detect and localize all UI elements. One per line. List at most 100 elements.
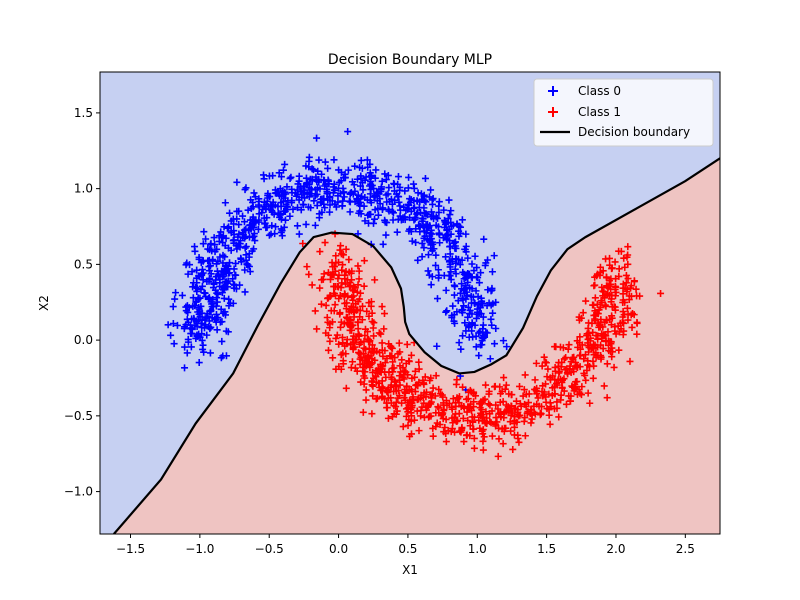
- data-point: [615, 346, 623, 354]
- data-point: [317, 300, 325, 308]
- data-point: [385, 340, 393, 348]
- data-point: [383, 354, 391, 362]
- data-point: [226, 259, 234, 267]
- data-point: [564, 345, 572, 353]
- data-point: [368, 318, 376, 326]
- data-point: [219, 232, 227, 240]
- data-point: [331, 186, 339, 194]
- data-point: [172, 289, 180, 297]
- data-point: [442, 219, 450, 227]
- data-point: [475, 279, 483, 287]
- data-point: [619, 331, 627, 339]
- data-point: [324, 346, 332, 354]
- legend-label-class-1: Class 1: [578, 105, 621, 119]
- data-point: [322, 329, 330, 337]
- data-point: [171, 295, 179, 303]
- data-point: [460, 438, 468, 446]
- data-point: [351, 187, 359, 195]
- data-point: [599, 345, 607, 353]
- data-point: [263, 223, 271, 231]
- data-point: [345, 256, 353, 264]
- data-point: [604, 341, 612, 349]
- data-point: [356, 163, 364, 171]
- data-point: [540, 353, 548, 361]
- data-point: [439, 409, 447, 417]
- data-point: [389, 358, 397, 366]
- data-point: [437, 390, 445, 398]
- data-point: [217, 305, 225, 313]
- data-point: [275, 169, 283, 177]
- data-point: [286, 174, 294, 182]
- y-tick-label: 1.5: [74, 106, 93, 120]
- data-point: [303, 263, 311, 271]
- data-point: [336, 309, 344, 317]
- data-point: [521, 371, 529, 379]
- data-point: [371, 174, 379, 182]
- data-point: [244, 206, 252, 214]
- data-point: [335, 340, 343, 348]
- data-point: [331, 267, 339, 275]
- data-point: [242, 256, 250, 264]
- data-point: [580, 369, 588, 377]
- data-point: [375, 329, 383, 337]
- data-point: [432, 409, 440, 417]
- data-point: [576, 352, 584, 360]
- data-point: [401, 216, 409, 224]
- data-point: [458, 216, 466, 224]
- data-point: [375, 190, 383, 198]
- data-point: [199, 240, 207, 248]
- data-point: [223, 224, 231, 232]
- data-point: [233, 245, 241, 253]
- data-point: [277, 215, 285, 223]
- data-point: [520, 386, 528, 394]
- data-point: [368, 410, 376, 418]
- x-tick-label: 2.0: [606, 542, 625, 556]
- data-point: [366, 160, 374, 168]
- data-point: [308, 165, 316, 173]
- data-point: [450, 413, 458, 421]
- data-point: [358, 192, 366, 200]
- data-point: [350, 283, 358, 291]
- data-point: [212, 318, 220, 326]
- data-point: [182, 261, 190, 269]
- x-tick-label: 1.0: [468, 542, 487, 556]
- data-point: [432, 423, 440, 431]
- data-point: [425, 223, 433, 231]
- data-point: [323, 188, 331, 196]
- data-point: [561, 366, 569, 374]
- data-point: [608, 303, 616, 311]
- data-point: [447, 230, 455, 238]
- data-point: [479, 325, 487, 333]
- plot-frame: [99, 71, 721, 535]
- data-point: [632, 285, 640, 293]
- data-point: [414, 256, 422, 264]
- data-point: [283, 203, 291, 211]
- data-point: [407, 207, 415, 215]
- data-point: [337, 323, 344, 331]
- data-point: [341, 174, 349, 182]
- data-point: [567, 358, 575, 366]
- data-point: [211, 241, 219, 249]
- data-point: [462, 285, 470, 293]
- data-point: [444, 215, 452, 223]
- data-point: [193, 279, 201, 287]
- data-point: [221, 311, 229, 319]
- data-point: [365, 299, 373, 307]
- data-point: [499, 337, 507, 345]
- data-point: [341, 299, 349, 307]
- data-point: [422, 406, 430, 414]
- data-point: [207, 270, 215, 278]
- data-point: [192, 283, 200, 291]
- data-point: [464, 404, 472, 412]
- data-point: [206, 246, 214, 254]
- data-point: [434, 403, 442, 411]
- data-point: [601, 301, 609, 309]
- data-point: [601, 294, 609, 302]
- data-point: [329, 271, 337, 279]
- data-point: [255, 216, 263, 224]
- data-point: [371, 206, 379, 214]
- data-point: [200, 348, 208, 356]
- data-point: [559, 344, 567, 352]
- data-point: [260, 175, 268, 183]
- data-point: [254, 225, 262, 233]
